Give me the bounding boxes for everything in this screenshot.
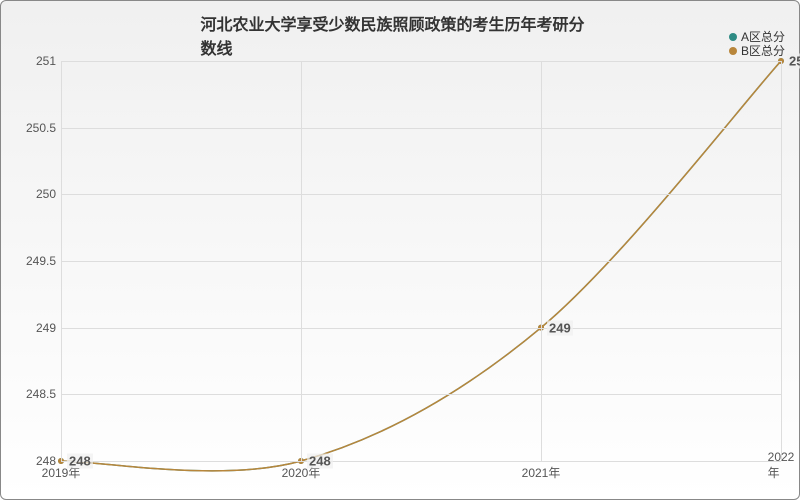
y-tick-label: 248.5 bbox=[21, 387, 56, 401]
x-gridline bbox=[301, 61, 302, 461]
data-label: 251 bbox=[787, 54, 800, 69]
x-tick-label: 2021年 bbox=[522, 464, 561, 481]
plot-area: 248248.5249249.5250250.52512019年2020年202… bbox=[61, 61, 781, 461]
x-gridline bbox=[781, 61, 782, 461]
y-tick-label: 249 bbox=[21, 321, 56, 335]
y-gridline bbox=[61, 461, 781, 462]
legend-label-a: A区总分 bbox=[741, 30, 785, 44]
data-label: 248 bbox=[307, 454, 333, 469]
y-tick-label: 251 bbox=[21, 54, 56, 68]
legend-item-b: B区总分 bbox=[729, 44, 785, 58]
series-line bbox=[61, 61, 781, 471]
legend-item-a: A区总分 bbox=[729, 30, 785, 44]
y-gridline bbox=[61, 61, 781, 62]
chart-container: 河北农业大学享受少数民族照顾政策的考生历年考研分数线 A区总分 B区总分 248… bbox=[0, 0, 800, 500]
data-label: 249 bbox=[547, 320, 573, 335]
y-gridline bbox=[61, 194, 781, 195]
y-tick-label: 250.5 bbox=[21, 121, 56, 135]
y-gridline bbox=[61, 261, 781, 262]
y-tick-label: 250 bbox=[21, 187, 56, 201]
data-label: 248 bbox=[67, 454, 93, 469]
y-gridline bbox=[61, 394, 781, 395]
y-gridline bbox=[61, 328, 781, 329]
series-line bbox=[61, 61, 781, 471]
y-gridline bbox=[61, 128, 781, 129]
legend-label-b: B区总分 bbox=[741, 44, 785, 58]
chart-title: 河北农业大学享受少数民族照顾政策的考生历年考研分数线 bbox=[201, 11, 600, 59]
x-gridline bbox=[61, 61, 62, 461]
x-tick-label: 2022年 bbox=[768, 450, 795, 481]
legend-swatch-a bbox=[729, 33, 737, 41]
x-gridline bbox=[541, 61, 542, 461]
legend-swatch-b bbox=[729, 47, 737, 55]
y-tick-label: 249.5 bbox=[21, 254, 56, 268]
legend: A区总分 B区总分 bbox=[729, 30, 785, 58]
